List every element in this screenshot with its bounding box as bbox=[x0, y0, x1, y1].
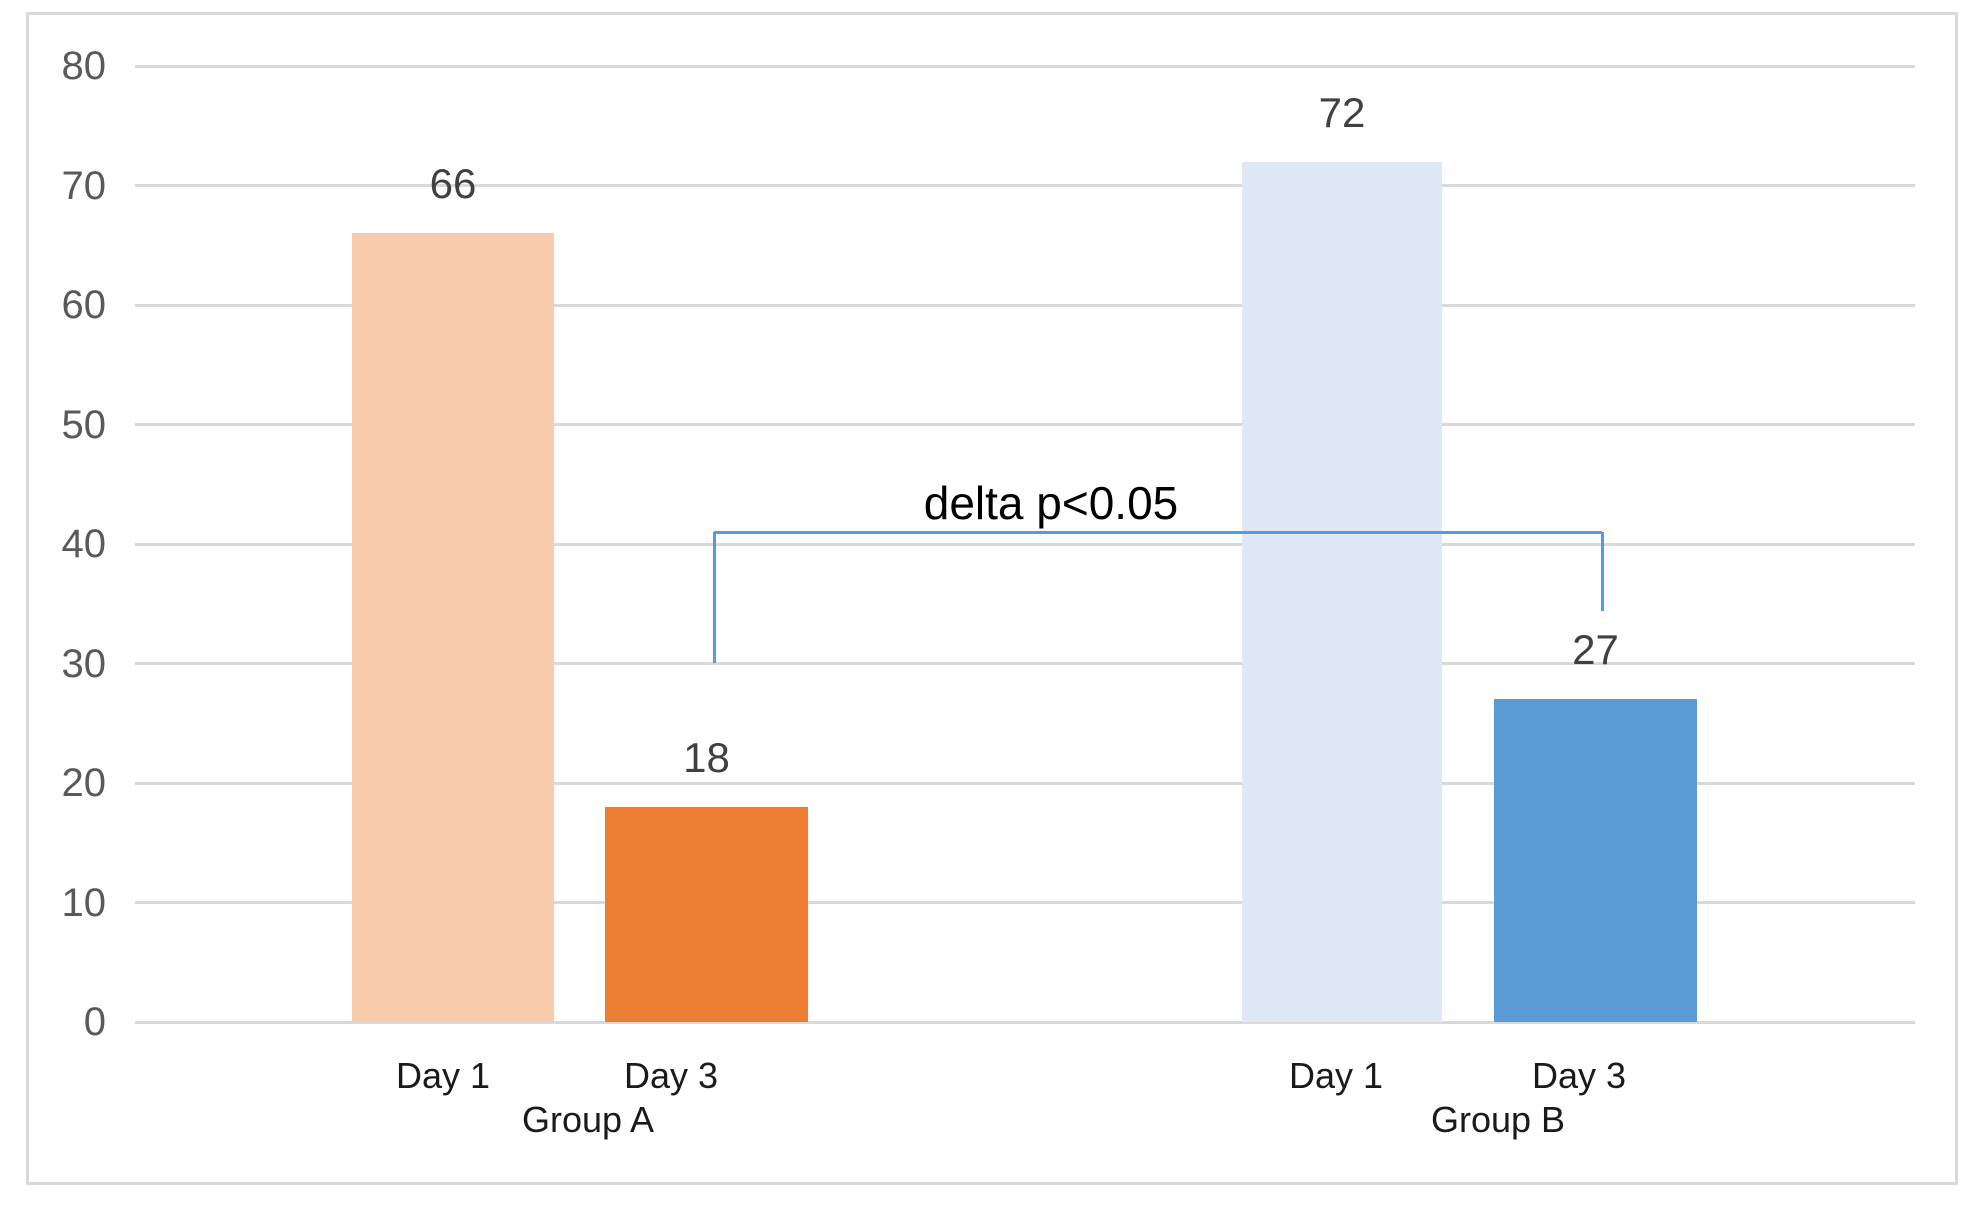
y-axis-tick-label-70: 70 bbox=[61, 163, 107, 208]
value-label-27: 27 bbox=[1572, 626, 1619, 674]
gridline-20 bbox=[135, 781, 1915, 785]
bracket-horizontal-line bbox=[714, 530, 1602, 534]
value-label-72: 72 bbox=[1318, 88, 1366, 136]
value-label-18: 18 bbox=[683, 733, 730, 781]
bar-day3-1 bbox=[605, 806, 808, 1022]
significance-annotation-text: delta p<0.05 bbox=[923, 477, 1179, 529]
bracket-left-leg bbox=[712, 532, 716, 663]
bar-day1-0 bbox=[352, 233, 554, 1022]
y-axis-tick-label-20: 20 bbox=[61, 761, 107, 805]
gridline-50 bbox=[135, 423, 1915, 426]
gridline-80 bbox=[135, 64, 1915, 68]
gridline-0 bbox=[135, 1020, 1915, 1024]
category-label-2: Day 1 bbox=[1288, 1055, 1384, 1096]
group-label-group-b: Group B bbox=[1430, 1099, 1566, 1140]
gridline-60 bbox=[135, 303, 1915, 307]
gridline-10 bbox=[135, 901, 1915, 904]
chart-frame: delta p<0.05 0 10 20 30 40 50 60 70 80 66 Day 1 18 D… bbox=[26, 12, 1958, 1185]
y-axis-tick-label-50: 50 bbox=[61, 402, 107, 447]
gridline-30 bbox=[135, 662, 1915, 665]
y-axis-tick-label-60: 60 bbox=[61, 283, 107, 327]
category-label-3: Day 3 bbox=[1531, 1055, 1627, 1096]
category-label-1: Day 3 bbox=[623, 1055, 719, 1096]
y-axis-tick-label-40: 40 bbox=[61, 522, 107, 566]
bracket-right-leg bbox=[1600, 532, 1604, 611]
bar-day3-3 bbox=[1494, 699, 1697, 1022]
value-label-66: 66 bbox=[429, 160, 477, 208]
gridline-40 bbox=[135, 542, 1915, 546]
bar-day1-2 bbox=[1242, 161, 1442, 1022]
y-axis-tick-label-10: 10 bbox=[61, 880, 107, 925]
y-axis-tick-label-0: 0 bbox=[83, 1000, 106, 1044]
gridline-70 bbox=[135, 184, 1915, 187]
group-label-group-a: Group A bbox=[521, 1099, 655, 1140]
y-axis-tick-label-30: 30 bbox=[61, 641, 107, 686]
category-label-0: Day 1 bbox=[395, 1055, 491, 1096]
y-axis-tick-label-80: 80 bbox=[61, 44, 107, 88]
